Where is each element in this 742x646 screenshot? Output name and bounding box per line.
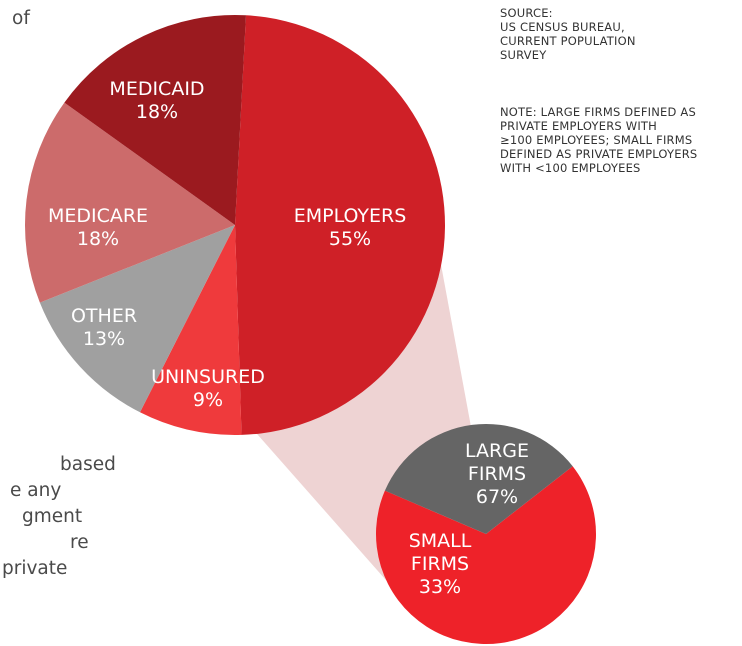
slice-label-line: MEDICARE (48, 205, 148, 227)
slice-label-line: EMPLOYERS (294, 205, 407, 227)
source-line: SOURCE: (500, 6, 553, 20)
slice-label: SMALL FIRMS 33% (409, 530, 472, 598)
intro-text-fragment: of (12, 8, 30, 29)
slice-label: MEDICAID 18% (109, 78, 204, 123)
slice-label-line: LARGE (465, 440, 529, 462)
body-text-line: re (70, 532, 89, 553)
slice-label: MEDICARE 18% (48, 205, 148, 250)
body-text-line: gment (22, 506, 83, 527)
slice-label: OTHER 13% (71, 305, 137, 350)
note-line: ≥100 EMPLOYEES; SMALL FIRMS (500, 133, 693, 147)
source-note: SOURCE: US CENSUS BUREAU, CURRENT POPULA… (500, 6, 740, 62)
source-line: SURVEY (500, 48, 547, 62)
slice-label: UNINSURED 9% (151, 366, 265, 411)
source-line: US CENSUS BUREAU, (500, 20, 625, 34)
main-pie-slice-medicare (24, 102, 235, 303)
note-line: PRIVATE EMPLOYERS WITH (500, 119, 657, 133)
slice-label-line: UNINSURED (151, 366, 265, 388)
slice-label-line: 13% (83, 328, 125, 350)
slice-label-line: OTHER (71, 305, 137, 327)
definition-note: NOTE: LARGE FIRMS DEFINED AS PRIVATE EMP… (500, 105, 740, 175)
slice-label-line: 67% (476, 486, 518, 508)
note-line: NOTE: LARGE FIRMS DEFINED AS (500, 105, 696, 119)
note-line: WITH <100 EMPLOYEES (500, 161, 641, 175)
body-text-line: e any (10, 480, 62, 501)
main-pie-slice-other (39, 225, 235, 413)
slice-label-line: 33% (419, 576, 461, 598)
slice-label-line: 9% (193, 389, 223, 411)
sub-pie-slice-large-firms (375, 466, 596, 644)
slice-label: EMPLOYERS 55% (294, 205, 407, 250)
slice-label-line: FIRMS (468, 463, 526, 485)
body-text-line: private (2, 558, 68, 579)
slice-label-line: 55% (329, 228, 371, 250)
body-text-line: based (60, 454, 116, 475)
main-pie-slice-employers (235, 15, 445, 435)
slice-label-line: SMALL (409, 530, 472, 552)
note-line: DEFINED AS PRIVATE EMPLOYERS (500, 147, 698, 161)
main-pie-slice-uninsured (140, 225, 242, 435)
main-pie-slice-medicaid (64, 15, 246, 225)
source-line: CURRENT POPULATION (500, 34, 636, 48)
slice-label-line: FIRMS (411, 553, 469, 575)
slice-label-line: 18% (77, 228, 119, 250)
sub-pie-slice-small-firms (384, 424, 573, 534)
slice-label: LARGE FIRMS 67% (465, 440, 529, 508)
slice-label-line: 18% (136, 101, 178, 123)
slice-label-line: MEDICAID (109, 78, 204, 100)
